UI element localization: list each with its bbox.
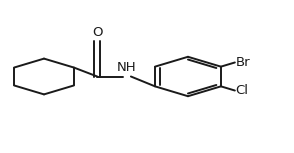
Text: Cl: Cl xyxy=(235,84,248,97)
Text: NH: NH xyxy=(117,61,136,74)
Text: Br: Br xyxy=(235,56,250,69)
Text: O: O xyxy=(92,26,103,39)
